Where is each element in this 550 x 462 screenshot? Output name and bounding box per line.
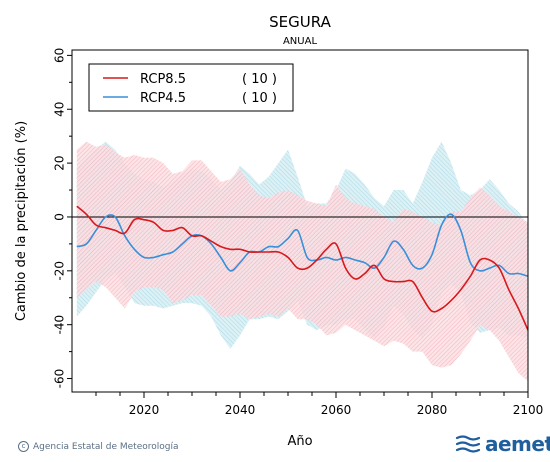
aemet-logo: aemet [455,432,550,456]
chart-title: SEGURA [269,13,331,31]
band-rcp85 [76,141,529,382]
aemet-logo-wordmark: aemet [485,432,550,456]
x-axis: 2020 2040 2060 2080 2100 [95,392,544,417]
y-axis-label: Cambio de la precipitación (%) [14,121,29,321]
y-tick-label: -40 [53,315,67,335]
y-tick-label: 60 [53,48,67,63]
legend-label-rcp45: RCP4.5 [140,91,186,106]
series-lines [76,205,529,331]
legend-count-rcp85: ( 10 ) [242,72,277,87]
x-tick-label: 2040 [225,403,256,417]
legend-label-rcp85: RCP8.5 [140,72,186,87]
x-tick-label: 2020 [129,403,160,417]
legend-box [88,63,294,112]
x-tick-label: 2060 [321,403,352,417]
x-tick-label: 2080 [417,403,448,417]
line-rcp45 [76,213,529,277]
y-tick-label: 40 [53,102,67,117]
footer-credit-text: Agencia Estatal de Meteorología [33,441,179,452]
line-rcp85 [76,205,529,331]
y-tick-label: 0 [53,213,67,221]
footer-credit: c Agencia Estatal de Meteorología [18,441,179,452]
y-tick-label: -60 [53,369,67,389]
y-axis: -60 -40 -20 0 20 40 60 [53,48,72,389]
x-tick-label: 2100 [513,403,544,417]
y-tick-label: 20 [53,155,67,170]
x-axis-label: Año [287,434,312,449]
legend: RCP8.5 ( 10 ) RCP4.5 ( 10 ) [88,63,294,112]
y-tick-label: -20 [53,261,67,281]
legend-count-rcp45: ( 10 ) [242,91,277,106]
aemet-logo-icon [455,435,481,453]
plot-frame [71,49,529,393]
copyright-icon: c [18,441,29,452]
uncertainty-bands [76,141,529,382]
chart-subtitle: ANUAL [283,36,317,47]
